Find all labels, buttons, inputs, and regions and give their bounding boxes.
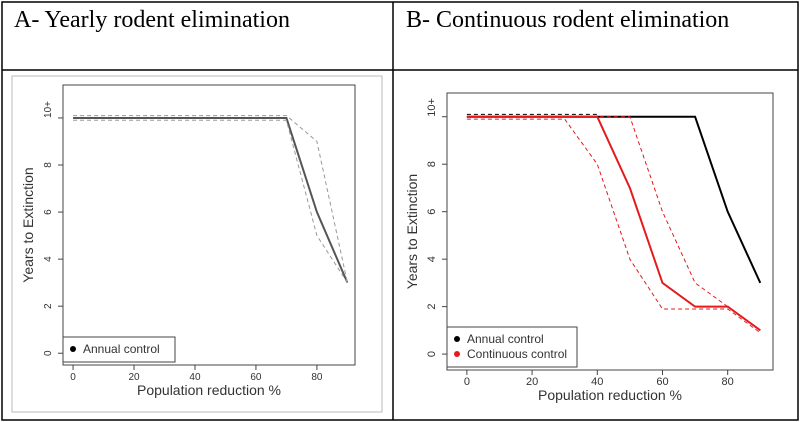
y-tick-label: 0 — [426, 351, 438, 357]
x-tick-label: 60 — [656, 376, 668, 388]
x-tick-label: 20 — [128, 372, 140, 383]
legend-marker — [454, 336, 460, 342]
x-tick-label: 0 — [464, 376, 470, 388]
x-tick-label: 40 — [189, 372, 201, 383]
y-tick-label: 4 — [43, 256, 54, 262]
legend-marker — [70, 346, 76, 352]
y-tick-label: 8 — [426, 161, 438, 167]
data-line — [73, 116, 349, 284]
data-line — [466, 115, 761, 332]
x-tick-label: 80 — [722, 376, 734, 388]
plot-frame — [62, 84, 356, 366]
y-tick-label: 4 — [426, 256, 438, 262]
panel-title: B- Continuous rodent elimination — [406, 7, 730, 33]
y-axis-label: Years to Extinction — [404, 174, 420, 289]
data-line — [466, 116, 761, 331]
legend-label: Annual control — [83, 342, 160, 356]
panel-title: A- Yearly rodent elimination — [14, 7, 290, 33]
y-axis-label: Years to Extinction — [20, 167, 36, 282]
y-tick-label: 6 — [426, 209, 438, 215]
data-line — [73, 115, 348, 283]
legend-box — [62, 336, 176, 363]
legend-label: Continuous control — [467, 347, 567, 361]
x-axis-label: Population reduction % — [538, 387, 682, 403]
image-frame — [11, 75, 383, 413]
data-line — [73, 119, 348, 283]
data-line — [466, 118, 761, 334]
y-tick-label: 8 — [43, 162, 54, 168]
legend-box — [446, 326, 578, 368]
y-tick-label: 2 — [43, 303, 54, 309]
plot-frame — [446, 92, 774, 371]
y-tick-label: 2 — [426, 304, 438, 310]
x-tick-label: 60 — [250, 372, 262, 383]
y-tick-label: 6 — [43, 209, 54, 215]
x-axis-label: Population reduction % — [137, 382, 281, 398]
y-tick-label: 0 — [43, 350, 54, 356]
y-tick-label: 10+ — [426, 98, 438, 117]
x-tick-label: 40 — [591, 376, 603, 388]
legend-label: Annual control — [467, 332, 544, 346]
x-tick-label: 80 — [311, 372, 323, 383]
x-tick-label: 20 — [526, 376, 538, 388]
data-line — [466, 115, 762, 284]
y-tick-label: 10+ — [43, 101, 54, 118]
x-tick-label: 0 — [70, 372, 76, 383]
legend-marker — [454, 351, 460, 357]
